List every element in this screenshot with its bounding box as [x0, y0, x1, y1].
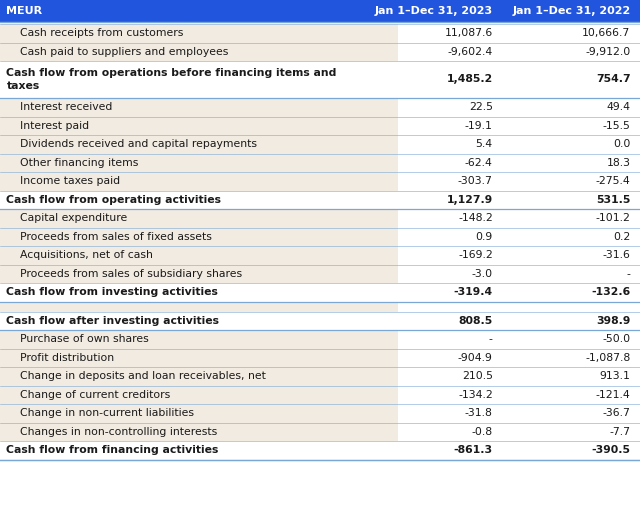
- Text: -7.7: -7.7: [609, 427, 630, 437]
- Text: 210.5: 210.5: [462, 371, 493, 381]
- Bar: [0, 154, 398, 172]
- Text: 22.5: 22.5: [468, 102, 493, 112]
- Text: Cash flow from investing activities: Cash flow from investing activities: [6, 287, 218, 297]
- Text: 1,485.2: 1,485.2: [447, 75, 493, 84]
- Text: -: -: [627, 269, 630, 279]
- Bar: [0, 265, 398, 283]
- Bar: [0, 24, 398, 42]
- Text: 1,127.9: 1,127.9: [447, 195, 493, 205]
- Text: -36.7: -36.7: [602, 408, 630, 418]
- Text: Other financing items: Other financing items: [20, 158, 139, 168]
- Text: Proceeds from sales of fixed assets: Proceeds from sales of fixed assets: [20, 232, 212, 242]
- Text: -15.5: -15.5: [602, 121, 630, 131]
- Text: Cash flow from financing activities: Cash flow from financing activities: [6, 445, 219, 455]
- Bar: [0, 301, 398, 312]
- Text: -861.3: -861.3: [454, 445, 493, 455]
- Bar: [0, 117, 398, 135]
- Text: 0.0: 0.0: [613, 139, 630, 149]
- Text: -303.7: -303.7: [458, 176, 493, 186]
- Text: 0.2: 0.2: [613, 232, 630, 242]
- Text: -390.5: -390.5: [591, 445, 630, 455]
- Text: 11,087.6: 11,087.6: [445, 28, 493, 38]
- Text: -319.4: -319.4: [454, 287, 493, 297]
- Text: Acquisitions, net of cash: Acquisitions, net of cash: [20, 250, 154, 260]
- Bar: [0, 348, 398, 367]
- Text: Cash flow from operating activities: Cash flow from operating activities: [6, 195, 221, 205]
- Text: 808.5: 808.5: [458, 316, 493, 326]
- Text: 398.9: 398.9: [596, 316, 630, 326]
- Bar: [0, 98, 398, 117]
- Text: -19.1: -19.1: [465, 121, 493, 131]
- Bar: [0, 385, 398, 404]
- Text: Income taxes paid: Income taxes paid: [20, 176, 120, 186]
- Text: -9,912.0: -9,912.0: [585, 47, 630, 57]
- Text: MEUR: MEUR: [6, 6, 42, 16]
- Text: Cash receipts from customers: Cash receipts from customers: [20, 28, 184, 38]
- Text: -148.2: -148.2: [458, 213, 493, 223]
- Text: Purchase of own shares: Purchase of own shares: [20, 334, 149, 344]
- Text: 0.9: 0.9: [476, 232, 493, 242]
- Bar: [0, 246, 398, 265]
- Bar: [0, 42, 398, 61]
- Text: 5.4: 5.4: [476, 139, 493, 149]
- Text: 49.4: 49.4: [607, 102, 630, 112]
- Text: Changes in non-controlling interests: Changes in non-controlling interests: [20, 427, 218, 437]
- Bar: [0, 135, 398, 154]
- Bar: [0, 404, 398, 423]
- Text: Cash flow after investing activities: Cash flow after investing activities: [6, 316, 220, 326]
- Text: 18.3: 18.3: [607, 158, 630, 168]
- Bar: [0, 0, 640, 22]
- Text: Cash flow from operations before financing items and
taxes: Cash flow from operations before financi…: [6, 68, 337, 91]
- Bar: [0, 330, 398, 348]
- Text: Proceeds from sales of subsidiary shares: Proceeds from sales of subsidiary shares: [20, 269, 243, 279]
- Text: 913.1: 913.1: [600, 371, 630, 381]
- Text: Jan 1–Dec 31, 2023: Jan 1–Dec 31, 2023: [374, 6, 493, 16]
- Text: Capital expenditure: Capital expenditure: [20, 213, 128, 223]
- Text: -: -: [489, 334, 493, 344]
- Text: Interest paid: Interest paid: [20, 121, 90, 131]
- Text: -62.4: -62.4: [465, 158, 493, 168]
- Text: Dividends received and capital repayments: Dividends received and capital repayment…: [20, 139, 257, 149]
- Text: Change in non-current liabilities: Change in non-current liabilities: [20, 408, 195, 418]
- Text: -904.9: -904.9: [458, 353, 493, 363]
- Text: -134.2: -134.2: [458, 390, 493, 400]
- Bar: [0, 367, 398, 385]
- Text: -3.0: -3.0: [472, 269, 493, 279]
- Text: -275.4: -275.4: [596, 176, 630, 186]
- Bar: [0, 423, 398, 441]
- Text: -101.2: -101.2: [596, 213, 630, 223]
- Text: -0.8: -0.8: [472, 427, 493, 437]
- Text: -1,087.8: -1,087.8: [585, 353, 630, 363]
- Text: -132.6: -132.6: [591, 287, 630, 297]
- Bar: [0, 209, 398, 227]
- Text: 531.5: 531.5: [596, 195, 630, 205]
- Text: Change of current creditors: Change of current creditors: [20, 390, 171, 400]
- Text: Cash paid to suppliers and employees: Cash paid to suppliers and employees: [20, 47, 229, 57]
- Text: Profit distribution: Profit distribution: [20, 353, 115, 363]
- Text: -31.6: -31.6: [602, 250, 630, 260]
- Text: -31.8: -31.8: [465, 408, 493, 418]
- Text: 10,666.7: 10,666.7: [582, 28, 630, 38]
- Text: -9,602.4: -9,602.4: [447, 47, 493, 57]
- Text: -121.4: -121.4: [596, 390, 630, 400]
- Text: 754.7: 754.7: [596, 75, 630, 84]
- Text: -169.2: -169.2: [458, 250, 493, 260]
- Bar: [0, 227, 398, 246]
- Bar: [0, 172, 398, 190]
- Text: Jan 1–Dec 31, 2022: Jan 1–Dec 31, 2022: [512, 6, 630, 16]
- Text: -50.0: -50.0: [602, 334, 630, 344]
- Text: Change in deposits and loan receivables, net: Change in deposits and loan receivables,…: [20, 371, 266, 381]
- Text: Interest received: Interest received: [20, 102, 113, 112]
